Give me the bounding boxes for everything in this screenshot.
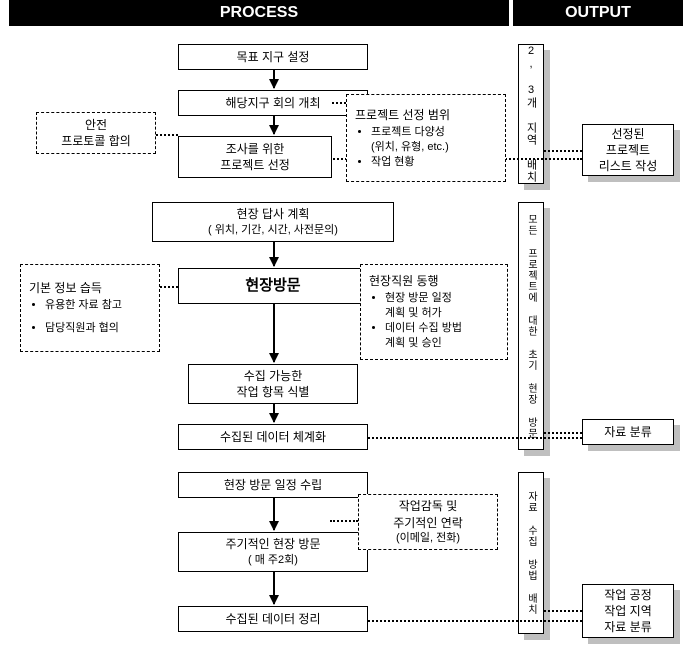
- s1-right-note: 프로젝트 선정 범위 프로젝트 다양성 (위치, 유형, etc.) 작업 현황: [346, 94, 506, 182]
- s3-right-note: 작업감독 및 주기적인 연락 (이메일, 전화): [358, 494, 498, 550]
- s1-step2-text: 해당지구 회의 개최: [226, 95, 321, 111]
- phase2-label: 모든 프로젝트에 대한 초기 현장 방문: [518, 202, 544, 450]
- s2-r-b1l2: 계획 및 허가: [385, 307, 442, 319]
- dot-s2-left: [160, 286, 178, 288]
- s2-step3: 수집 가능한 작업 항목 식별: [188, 364, 358, 404]
- dot-s1-left: [156, 134, 178, 136]
- out3-l2: 작업 지역: [604, 603, 652, 619]
- arrow-s2-3: [273, 404, 275, 422]
- s2-step4-text: 수집된 데이터 체계화: [220, 429, 326, 445]
- header-process: PROCESS: [9, 0, 509, 26]
- dot-s1-right: [332, 102, 346, 104]
- s2-step3-l1: 수집 가능한: [244, 368, 303, 384]
- dot-s3-out: [368, 620, 582, 622]
- s3-step3-text: 수집된 데이터 정리: [226, 611, 321, 627]
- s2-left-note: 기본 정보 습득 유용한 자료 참고 담당직원과 협의: [20, 264, 160, 352]
- s2-step2: 현장방문: [178, 268, 368, 304]
- s2-r-b2l2: 계획 및 승인: [385, 337, 442, 349]
- out3-l1: 작업 공정: [604, 587, 652, 603]
- s3-step2: 주기적인 현장 방문 ( 매 주2회): [178, 532, 368, 572]
- dot-s3-right: [330, 520, 358, 522]
- s1-step3-l2: 프로젝트 선정: [220, 157, 290, 173]
- s2-left-b2: 담당직원과 협의: [45, 321, 122, 336]
- dot-phase1-out: [544, 150, 582, 152]
- phase3-label: 자료 수집 방법 배치: [518, 472, 544, 634]
- s1-right-title: 프로젝트 선정 범위: [355, 107, 450, 123]
- s2-r-b1l1: 현장 방문 일정: [385, 292, 452, 304]
- s2-step4: 수집된 데이터 체계화: [178, 424, 368, 450]
- s2-step3-l2: 작업 항목 식별: [237, 384, 310, 400]
- s2-right-list: 현장 방문 일정 계획 및 허가 데이터 수집 방법 계획 및 승인: [369, 291, 462, 350]
- s1-right-b1s: (위치, 유형, etc.): [371, 141, 449, 153]
- output3-box: 작업 공정 작업 지역 자료 분류: [582, 584, 674, 638]
- s2-step1-l1: 현장 답사 계획: [237, 206, 310, 222]
- s1-left-l2: 프로토콜 합의: [61, 133, 131, 149]
- s3-step3: 수집된 데이터 정리: [178, 606, 368, 632]
- s2-left-b1: 유용한 자료 참고: [45, 298, 122, 313]
- phase1-label: 2, 3개 지역 배치: [518, 44, 544, 184]
- s2-step1: 현장 답사 계획 ( 위치, 기간, 시간, 사전문의): [152, 202, 394, 242]
- s1-left-note: 안전 프로토콜 합의: [36, 112, 156, 154]
- out1-l2: 프로젝트: [606, 142, 650, 158]
- s3-r-l3: (이메일, 전화): [396, 531, 460, 546]
- s3-step1-text: 현장 방문 일정 수립: [224, 477, 322, 493]
- output2-box: 자료 분류: [582, 419, 674, 445]
- s2-left-title: 기본 정보 습득: [29, 280, 102, 296]
- s3-r-l1: 작업감독 및: [399, 498, 458, 514]
- out1-l3: 리스트 작성: [599, 158, 658, 174]
- flowchart-canvas: PROCESS OUTPUT 2, 3개 지역 배치 선정된 프로젝트 리스트 …: [0, 0, 693, 654]
- s3-step1: 현장 방문 일정 수립: [178, 472, 368, 498]
- dot-s2-out: [368, 437, 582, 439]
- out1-l1: 선정된: [611, 126, 644, 142]
- out2-text: 자료 분류: [604, 424, 652, 440]
- s2-right-title: 현장직원 동행: [369, 273, 439, 289]
- output1-box: 선정된 프로젝트 리스트 작성: [582, 124, 674, 176]
- s3-step2-l2: ( 매 주2회): [248, 553, 298, 568]
- s2-step1-l2: ( 위치, 기간, 시간, 사전문의): [208, 223, 338, 238]
- arrow-s2-2: [273, 304, 275, 362]
- s1-right-b2: 작업 현황: [371, 155, 449, 170]
- s1-step1-text: 목표 지구 설정: [237, 49, 310, 65]
- header-output: OUTPUT: [513, 0, 683, 26]
- arrow-s1-2: [273, 116, 275, 134]
- dot-phase3-out: [544, 610, 582, 612]
- s1-step3: 조사를 위한 프로젝트 선정: [178, 136, 332, 178]
- out3-l3: 자료 분류: [604, 619, 652, 635]
- s1-step1: 목표 지구 설정: [178, 44, 368, 70]
- dot-phase2-out: [544, 432, 582, 434]
- s1-left-l1: 안전: [85, 117, 107, 133]
- s1-right-b1: 프로젝트 다양성: [371, 126, 445, 138]
- s1-step3-l1: 조사를 위한: [226, 141, 285, 157]
- s1-right-list: 프로젝트 다양성 (위치, 유형, etc.) 작업 현황: [355, 125, 449, 170]
- s2-right-note: 현장직원 동행 현장 방문 일정 계획 및 허가 데이터 수집 방법 계획 및 …: [360, 264, 508, 360]
- s2-left-list: 유용한 자료 참고 담당직원과 협의: [29, 298, 122, 336]
- s2-r-b2l1: 데이터 수집 방법: [385, 322, 462, 334]
- s3-step2-l1: 주기적인 현장 방문: [226, 536, 321, 552]
- arrow-s2-1: [273, 242, 275, 266]
- arrow-s1-1: [273, 70, 275, 88]
- arrow-s3-1: [273, 498, 275, 530]
- arrow-s3-2: [273, 572, 275, 604]
- s3-r-l2: 주기적인 연락: [393, 515, 463, 531]
- s2-step2-text: 현장방문: [245, 276, 300, 296]
